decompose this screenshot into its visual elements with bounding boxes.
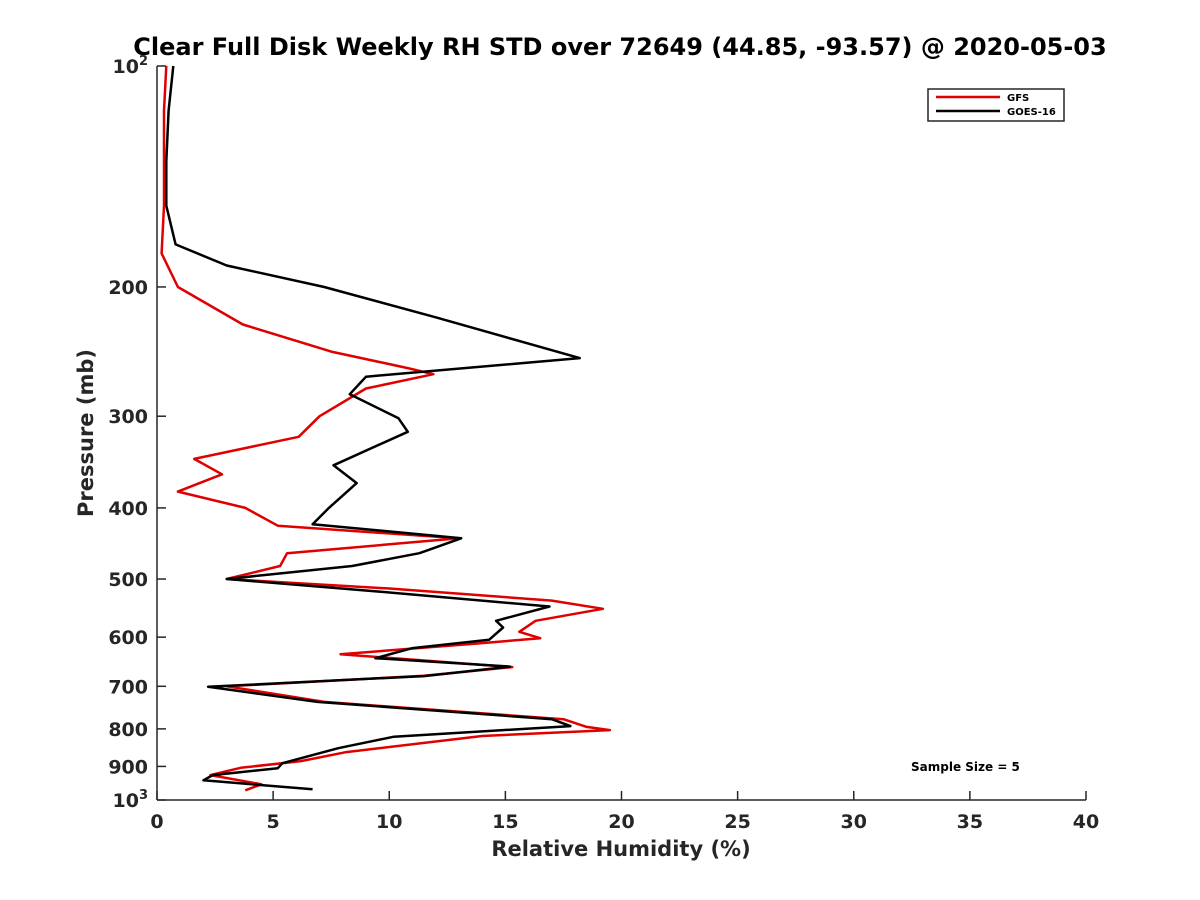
y-axis-ticks: 102 200 300 400 500 600 700 800 900 103: [108, 54, 166, 812]
chart-title: Clear Full Disk Weekly RH STD over 72649…: [133, 33, 1106, 61]
x-tick-label: 15: [492, 811, 518, 833]
series-line-goes16: [165, 65, 581, 791]
y-tick-label: 800: [108, 719, 148, 741]
legend-label-gfs: GFS: [1007, 93, 1029, 104]
y-axis-label: Pressure (mb): [74, 349, 98, 517]
y-tick-label: 600: [108, 627, 148, 649]
y-tick-label: 700: [108, 676, 148, 698]
x-tick-label: 20: [608, 811, 634, 833]
y-tick-label: 200: [108, 277, 148, 299]
legend-box: [927, 88, 1065, 122]
y-tick-label: 400: [108, 498, 148, 520]
sample-size-annotation: Sample Size = 5: [911, 760, 1020, 774]
x-tick-label: 10: [376, 811, 402, 833]
y-tick-label: 300: [108, 406, 148, 428]
plot-area: 0 5 10 15 20 25 30 35 40 102 200 300 400 500 600 700 80…: [108, 54, 1099, 833]
x-tick-label: 30: [841, 811, 867, 833]
x-tick-label: 5: [267, 811, 280, 833]
series-layer: [160, 65, 612, 792]
y-tick-label: 500: [108, 569, 148, 591]
x-tick-label: 40: [1073, 811, 1099, 833]
x-tick-label: 0: [150, 811, 163, 833]
x-tick-label: 35: [957, 811, 983, 833]
x-axis-ticks: 0 5 10 15 20 25 30 35 40: [150, 791, 1099, 833]
y-tick-label: 900: [108, 756, 148, 778]
legend-label-goes16: GOES-16: [1007, 107, 1056, 118]
y-tick-label: 102: [113, 54, 149, 78]
legend: GFS GOES-16: [927, 88, 1065, 122]
x-tick-label: 25: [724, 811, 750, 833]
y-tick-label: 103: [113, 788, 149, 812]
x-axis-label: Relative Humidity (%): [491, 837, 750, 861]
series-line-gfs: [160, 65, 612, 792]
